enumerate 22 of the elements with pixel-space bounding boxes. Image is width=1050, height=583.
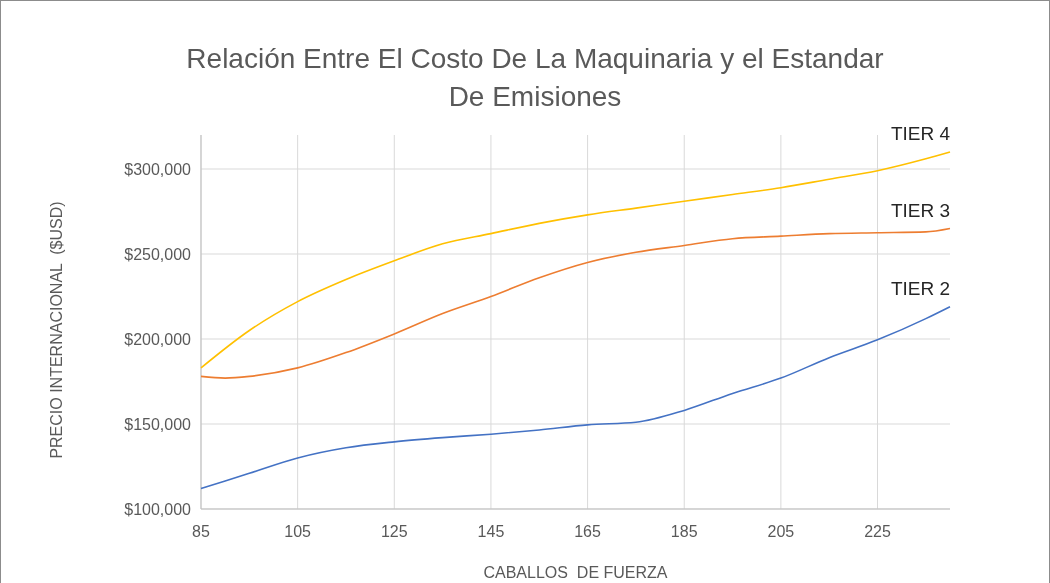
x-tick-label: 85 xyxy=(192,523,210,540)
y-tick-label: $300,000 xyxy=(124,161,192,178)
y-tick-label: $150,000 xyxy=(124,416,192,433)
y-tick-label: $200,000 xyxy=(124,331,192,348)
chart-title: Relación Entre El Costo De La Maquinaria y el Estandar De Emisiones xyxy=(186,43,884,112)
x-tick-label: 105 xyxy=(284,523,312,540)
series-label: TIER 4 xyxy=(890,123,951,144)
x-tick-label: 185 xyxy=(670,523,698,540)
y-axis-title: PRECIO INTERNACIONAL ($USD) xyxy=(48,201,65,459)
y-tick-label: $100,000 xyxy=(124,501,192,518)
line-series xyxy=(200,151,951,369)
x-axis-title: CABALLOS DE FUERZA xyxy=(483,564,668,581)
x-tick-label: 125 xyxy=(380,523,408,540)
y-tick-label: $250,000 xyxy=(124,246,192,263)
x-tick-label: 165 xyxy=(574,523,602,540)
x-tick-label: 225 xyxy=(864,523,891,540)
x-tick-label: 205 xyxy=(767,523,795,540)
line-series xyxy=(200,227,951,379)
series-label: TIER 3 xyxy=(890,199,950,221)
line-series xyxy=(200,305,951,490)
x-tick-label: 145 xyxy=(477,523,505,540)
series-label: TIER 2 xyxy=(890,277,950,299)
